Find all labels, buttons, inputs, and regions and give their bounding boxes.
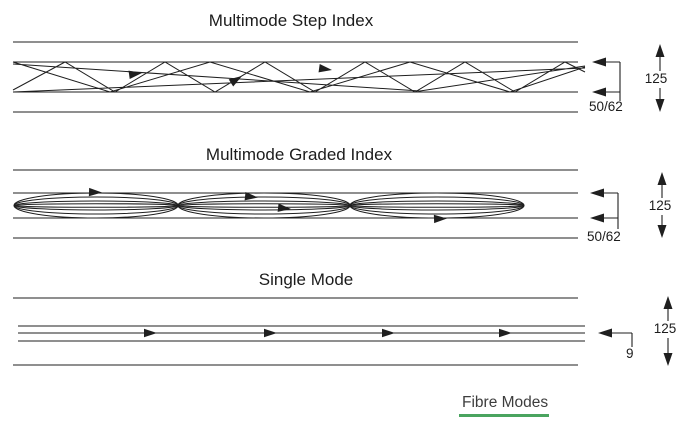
cladding-lines	[13, 297, 578, 366]
cladding-lines	[13, 41, 578, 113]
step-index-core-dimension	[592, 57, 621, 101]
lens-ray	[349, 196, 525, 215]
graded-index-fiber	[13, 169, 578, 239]
core-diameter-label: 50/62	[589, 99, 623, 114]
ray-arrowhead-icon	[264, 328, 277, 338]
step-index-fiber	[12, 41, 586, 113]
lens-ray	[177, 200, 351, 211]
cladding-diameter-label: 125	[646, 198, 674, 215]
single-mode-core-dimension	[598, 328, 633, 347]
graded-index-ray-arrowheads	[88, 187, 447, 224]
cladding-lines	[13, 169, 578, 239]
dimension-lines	[602, 192, 619, 229]
dimension-lines	[610, 332, 633, 347]
ray-arrowhead-icon	[228, 76, 242, 87]
lens-ray	[177, 203, 351, 208]
ray-arrowhead-icon	[499, 328, 512, 338]
cladding-diameter-label: 125	[651, 321, 679, 338]
lens-ray	[349, 200, 525, 211]
ray-arrowhead-icon	[88, 187, 102, 197]
ray-arrowhead-icon	[318, 64, 332, 73]
lens-ray	[13, 196, 179, 215]
core-lines	[13, 61, 578, 93]
figure-caption: Fibre Modes	[462, 394, 549, 411]
dimension-lines	[604, 61, 621, 101]
lens-ray	[177, 196, 351, 215]
section-title-single-mode: Single Mode	[258, 270, 354, 289]
step-index-ray-arrowheads	[128, 64, 332, 87]
left-arrowhead-icon	[590, 188, 604, 223]
ray-arrowhead-icon	[128, 70, 142, 79]
core-diameter-label: 50/62	[587, 229, 621, 244]
light-ray-lens-3	[349, 192, 525, 219]
ray-arrowhead-icon	[433, 214, 447, 224]
single-mode-ray-arrowheads	[144, 328, 512, 338]
lens-ray	[13, 200, 179, 211]
single-mode-fiber	[13, 297, 585, 366]
ray-arrowhead-icon	[382, 328, 395, 338]
light-ray-lens-1	[13, 192, 179, 219]
section-title-graded-index: Multimode Graded Index	[205, 145, 393, 164]
section-title-step-index: Multimode Step Index	[208, 11, 374, 30]
light-ray-lens-2	[177, 192, 351, 219]
ray-arrowhead-icon	[277, 203, 291, 212]
lens-ray	[13, 203, 179, 208]
ray-arrowhead-icon	[244, 191, 258, 201]
cladding-diameter-label: 125	[642, 71, 670, 88]
caption-underline	[459, 414, 549, 417]
light-ray-paths	[12, 61, 586, 93]
core-diameter-label: 9	[626, 346, 634, 361]
ray-arrowhead-icon	[144, 328, 157, 338]
left-arrowhead-icon	[592, 57, 606, 97]
lens-ray	[349, 203, 525, 208]
left-arrowhead-icon	[598, 328, 612, 338]
core-lines	[18, 325, 585, 342]
graded-index-core-dimension	[590, 188, 619, 229]
